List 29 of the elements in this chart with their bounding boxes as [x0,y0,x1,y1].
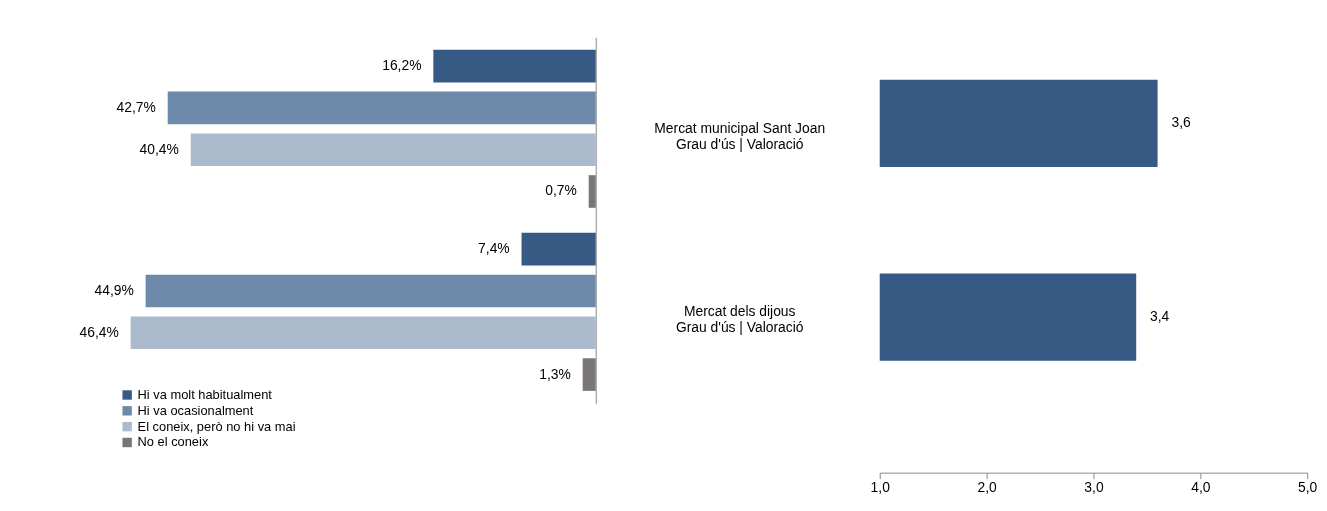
data-label: 0,7% [545,182,577,199]
data-label: 3,6 [1171,114,1191,131]
legend-label: No el coneix [137,434,209,450]
data-label: 1,3% [539,365,571,382]
y-tick-label: Mercat dels dijous Grau d'ús | Valoració [675,302,804,335]
x-tick-label: 1,0 [870,478,891,495]
data-label: 42,7% [116,98,156,115]
bar [433,49,596,83]
data-label: 44,9% [94,281,134,298]
bar [145,274,596,308]
x-tick-label: 2,0 [977,478,998,495]
data-label: 46,4% [79,323,119,340]
bar [582,358,596,391]
legend-label: Hi va molt habitualment [137,386,273,402]
bar [588,175,596,208]
data-label: 7,4% [478,240,510,257]
data-label: 3,4 [1150,308,1170,325]
legend-label: El coneix, però no hi va mai [137,418,296,434]
x-tick-label: 4,0 [1191,478,1211,495]
data-label: 16,2% [382,57,422,74]
bar [190,133,596,166]
y-tick-label: Mercat municipal Sant Joan Grau d'ús | Valoració [654,119,826,152]
legend-label: Hi va ocasionalment [137,402,254,418]
x-tick-label: 3,0 [1084,478,1104,495]
bar [167,91,596,125]
bar [130,316,596,350]
bar [521,232,596,266]
x-tick-label: 5,0 [1298,478,1318,495]
data-label: 40,4% [139,140,179,157]
